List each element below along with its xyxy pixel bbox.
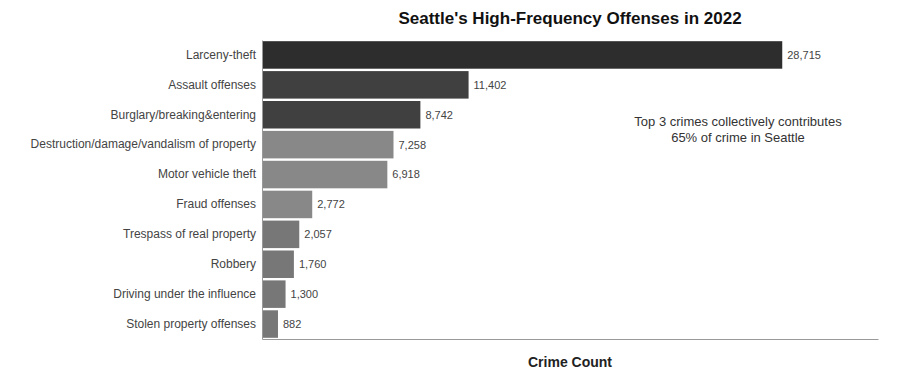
data-label: 8,742	[425, 109, 453, 121]
y-tick: Driving under the influence	[113, 287, 262, 301]
data-label: 7,258	[398, 139, 426, 151]
y-tick: Larceny-theft	[186, 48, 262, 62]
y-tick-label: Stolen property offenses	[126, 317, 256, 331]
y-tick: Assault offenses	[168, 78, 262, 92]
title: Seattle's High-Frequency Offenses in 202…	[398, 9, 741, 28]
bar	[262, 101, 420, 129]
bars	[262, 41, 782, 338]
y-tick-label: Motor vehicle theft	[158, 167, 257, 181]
y-axis-line	[262, 41, 263, 340]
annotation-line: Top 3 crimes collectively contributes	[634, 114, 842, 129]
y-tick-label: Larceny-theft	[186, 48, 257, 62]
bar	[262, 41, 782, 69]
data-label: 2,057	[304, 228, 332, 240]
data-label: 2,772	[317, 198, 345, 210]
data-label: 6,918	[392, 168, 420, 180]
y-tick-label: Trespass of real property	[123, 227, 256, 241]
y-tick: Stolen property offenses	[126, 317, 262, 331]
data-label: 1,300	[291, 288, 319, 300]
y-tick-label: Burglary/breaking&entering	[111, 108, 256, 122]
x-axis-line	[263, 339, 879, 340]
data-label: 11,402	[474, 79, 507, 91]
data-label: 882	[283, 318, 301, 330]
y-tick: Trespass of real property	[123, 227, 262, 241]
bar	[262, 71, 469, 99]
y-tick: Burglary/breaking&entering	[111, 108, 262, 122]
bar	[262, 221, 299, 249]
data-labels: 882 1,300 1,760 2,057 2,772 6,918 7,258 8,742 11…	[283, 49, 821, 330]
bar	[262, 161, 387, 189]
y-tick: Fraud offenses	[176, 197, 262, 211]
bar	[262, 250, 294, 278]
y-tick: Robbery	[211, 257, 262, 271]
bar	[262, 191, 312, 219]
y-tick: Destruction/damage/vandalism of property	[31, 137, 262, 151]
x-axis-title: Crime Count	[528, 354, 612, 370]
bar	[262, 310, 278, 338]
data-label: 28,715	[787, 49, 821, 61]
data-label: 1,760	[299, 258, 327, 270]
y-tick-label: Destruction/damage/vandalism of property	[31, 137, 256, 151]
y-tick-label: Fraud offenses	[176, 197, 256, 211]
plot: Stolen property offenses Driving under th…	[31, 41, 879, 340]
y-tick-label: Robbery	[211, 257, 256, 271]
y-tick-label: Driving under the influence	[113, 287, 256, 301]
chart: Stolen property offenses Driving under th…	[0, 0, 898, 381]
y-tick-label: Assault offenses	[168, 78, 256, 92]
y-tick: Motor vehicle theft	[158, 167, 262, 181]
annotation: Top 3 crimes collectively contributes65%…	[634, 114, 842, 145]
x-axis	[263, 339, 879, 340]
bar	[262, 131, 393, 159]
annotation-line: 65% of crime in Seattle	[671, 130, 805, 145]
bar	[262, 280, 286, 308]
y-axis: Stolen property offenses Driving under th…	[31, 41, 263, 340]
